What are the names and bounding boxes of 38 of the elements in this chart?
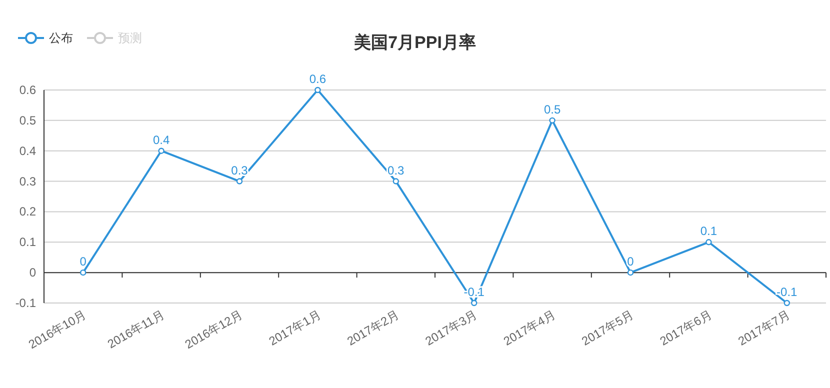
chart-title: 美国7月PPI月率 bbox=[353, 33, 476, 52]
y-tick-label: 0.3 bbox=[19, 174, 36, 188]
data-label: 0.1 bbox=[700, 224, 718, 238]
y-tick-label: 0.4 bbox=[19, 144, 36, 158]
point bbox=[627, 269, 634, 276]
point bbox=[549, 117, 556, 124]
data-label: 0.5 bbox=[544, 102, 561, 116]
x-tick-label: 2016年10月 bbox=[26, 307, 89, 352]
y-tick-label: 0.2 bbox=[19, 204, 36, 219]
y-tick-label: -0.1 bbox=[15, 296, 36, 310]
data-label: 0 bbox=[80, 254, 87, 269]
point bbox=[314, 86, 321, 94]
x-tick-label: 2017年3月 bbox=[422, 307, 480, 348]
data-label: 0.6 bbox=[309, 72, 326, 86]
x-tick-label: 2017年1月 bbox=[266, 307, 324, 348]
point bbox=[158, 148, 164, 154]
x-tick-label: 2017年2月 bbox=[344, 307, 402, 348]
y-tick-label: 0.1 bbox=[19, 235, 36, 250]
x-tick-label: 2017年5月 bbox=[579, 307, 636, 348]
point bbox=[392, 178, 399, 184]
point bbox=[784, 300, 790, 306]
legend-label: 公布 bbox=[49, 31, 73, 45]
data-label: 0 bbox=[627, 254, 634, 269]
y-tick-label: 0 bbox=[29, 266, 36, 280]
x-tick-label: 2017年7月 bbox=[736, 307, 792, 348]
data-label: 0.3 bbox=[388, 163, 405, 178]
y-tick-label: 0.5 bbox=[19, 113, 36, 128]
x-tick-label: 2016年11月 bbox=[105, 307, 167, 352]
data-label: 0.4 bbox=[152, 132, 170, 147]
x-tick-label: 2017年4月 bbox=[501, 307, 558, 348]
x-tick-label: 2017年6月 bbox=[658, 307, 714, 348]
point bbox=[471, 300, 478, 306]
data-label: -0.1 bbox=[776, 285, 798, 299]
point bbox=[80, 269, 86, 276]
x-tick-label: 2016年12月 bbox=[182, 307, 245, 352]
point bbox=[236, 178, 243, 184]
y-tick-label: 0.6 bbox=[19, 83, 36, 97]
point bbox=[706, 239, 712, 246]
